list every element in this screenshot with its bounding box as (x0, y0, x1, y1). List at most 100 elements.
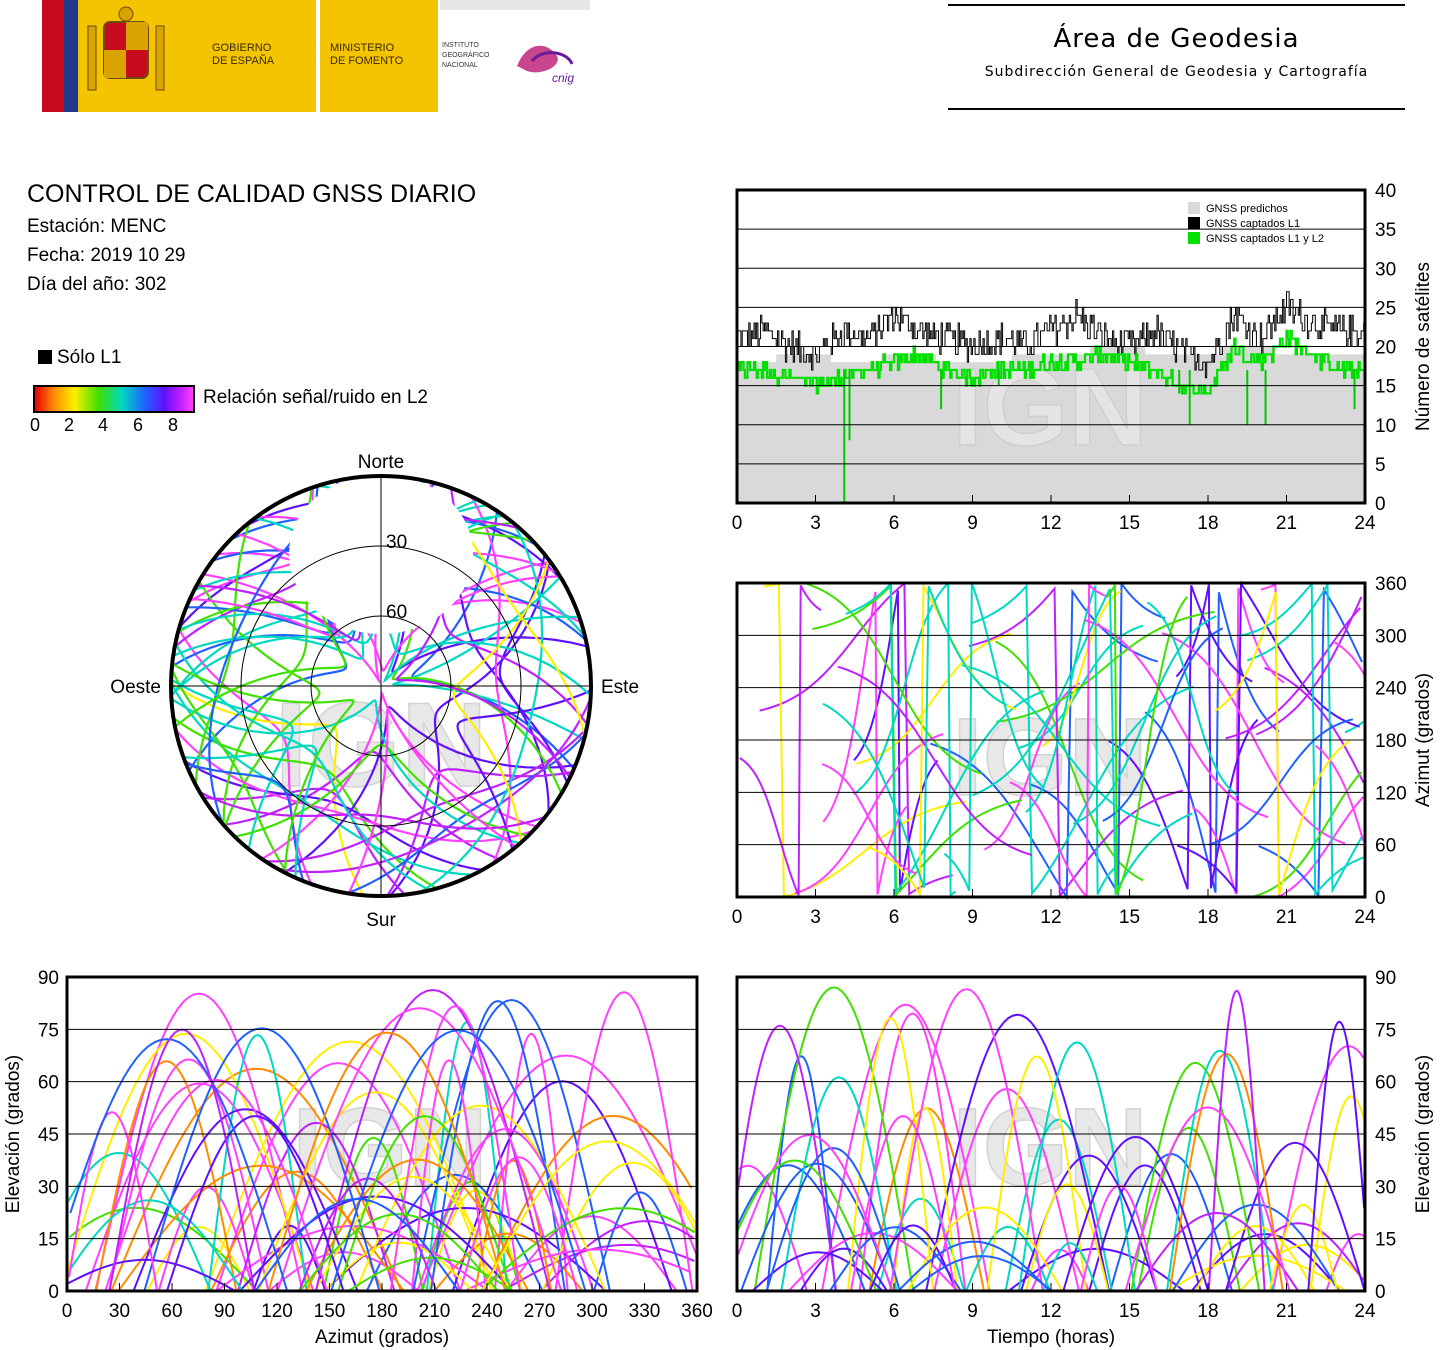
skyplot-track (260, 690, 538, 861)
report-title: CONTROL DE CALIDAD GNSS DIARIO (27, 180, 477, 208)
skyplot-track (170, 668, 290, 876)
elev-az-xtick-label: 120 (261, 1301, 293, 1322)
satellites-ytick-label: 30 (1375, 259, 1396, 280)
azimuth-track (1106, 584, 1189, 896)
elev-time-track (868, 1224, 958, 1292)
elev-time-xtick-label: 0 (732, 1301, 743, 1322)
area-header: Área de Geodesia Subdirección General de… (948, 0, 1405, 112)
label-south: Sur (366, 910, 396, 931)
elev-az-track (429, 999, 566, 1292)
header-bottom-rule (948, 108, 1405, 110)
elev-time-track (1165, 1049, 1274, 1292)
elev-time-ytick-label: 90 (1375, 968, 1396, 989)
elev-az-track (501, 1243, 695, 1292)
government-logo-banner: GOBIERNO DE ESPAÑA MINISTERIO DE FOMENTO… (42, 0, 590, 112)
satellites-ytick-label: 25 (1375, 298, 1396, 319)
elev-time-chart: IGN 0 15 30 45 60 75 90 0 3 6 9 12 15 18 21 24 Tiempo (ho… (732, 968, 1434, 1348)
elev-time-track (751, 1251, 884, 1292)
elev-time-track (858, 1012, 967, 1292)
label-north: Norte (358, 452, 404, 473)
azimuth-track (1025, 585, 1117, 895)
skyplot-track (456, 689, 593, 851)
elev-az-track (104, 1078, 328, 1292)
satellites-chart: IGN 0 5 10 15 20 25 30 35 40 0 3 6 9 12 15 18 21 24 Número … (732, 181, 1434, 534)
azimuth-track (1238, 581, 1364, 897)
elev-az-track (108, 1028, 256, 1292)
azimuth-track (1254, 771, 1363, 898)
satellites-ytick-label: 35 (1375, 220, 1396, 241)
elev-time-track (1017, 1041, 1136, 1292)
satellites-ytick-label: 10 (1375, 416, 1396, 437)
elev-az-track (236, 1121, 396, 1292)
elev-az-track (166, 1115, 345, 1292)
elev-az-track (540, 1220, 694, 1292)
satellites-legend: GNSS predichos GNSS captados L1 GNSS capta… (1188, 202, 1324, 245)
elev-az-ytick-label: 90 (38, 968, 59, 989)
azimuth-track (739, 584, 822, 896)
elev-az-track (276, 1007, 563, 1292)
satellites-xtick-label: 15 (1119, 513, 1140, 534)
elev-az-xtick-label: 30 (109, 1301, 130, 1322)
satellites-xtick-label: 24 (1354, 513, 1376, 534)
azimuth-track (1146, 601, 1239, 797)
satellites-xtick-label: 18 (1197, 513, 1218, 534)
elev-time-track (906, 1206, 1064, 1292)
elev-az-xtick-label: 210 (419, 1301, 451, 1322)
satellites-frame (735, 188, 1367, 505)
azimuth-track (1246, 581, 1364, 894)
skyplot-border (169, 474, 593, 898)
elev-az-xtick-label: 270 (524, 1301, 556, 1322)
series-l1-l2 (737, 329, 1367, 395)
skyplot-track (169, 681, 475, 876)
inst-line2: GEOGRÁFICO (442, 52, 490, 59)
azimuth-xtick-label: 0 (732, 907, 743, 928)
azimuth-track (1214, 592, 1351, 895)
gobierno-block: GOBIERNO DE ESPAÑA (78, 0, 316, 112)
elev-time-watermark: IGN (952, 1086, 1148, 1209)
skyplot-track (452, 558, 550, 844)
azimuth-track (812, 583, 1023, 898)
elev-az-track (68, 1199, 244, 1292)
elev-az-track (314, 1175, 512, 1292)
legend-entry: GNSS captados L1 y L2 (1206, 233, 1324, 245)
skyplot-track (419, 521, 544, 894)
gov-line2: DE ESPAÑA (212, 55, 275, 67)
azimuth-track (1208, 718, 1354, 846)
elev-az-track (459, 1156, 579, 1292)
azimuth-xtick-label: 24 (1354, 907, 1376, 928)
skyplot-track (174, 642, 431, 892)
elev-time-track (1224, 1141, 1366, 1292)
elev-az-track (305, 1158, 530, 1292)
elev-az-ytick-label: 0 (48, 1282, 59, 1303)
azimuth-track (972, 588, 1193, 897)
elev-time-track (1124, 1106, 1291, 1292)
elev-time-track (889, 988, 1044, 1292)
azimuth-frame (735, 581, 1367, 899)
elev-time-track (1167, 1254, 1347, 1292)
elev-az-track (95, 1060, 238, 1292)
elev-time-frame (735, 975, 1367, 1293)
azimuth-track (821, 763, 917, 875)
satellites-xtick-label: 6 (889, 513, 900, 534)
azimuth-xtick-label: 9 (967, 907, 978, 928)
azimuth-track (929, 588, 1159, 901)
elev-time-track (1194, 1225, 1316, 1292)
min-line1: MINISTERIO (330, 42, 395, 54)
elev-az-track (94, 992, 304, 1292)
elev-az-ytick-label: 60 (38, 1073, 59, 1094)
azimuth-track (794, 733, 944, 895)
azimuth-track (806, 583, 983, 775)
elev-az-ytick-label: 45 (38, 1125, 59, 1146)
azimuth-track (943, 582, 1046, 892)
azimuth-track (1175, 584, 1259, 889)
report-info: CONTROL DE CALIDAD GNSS DIARIO Estación:… (27, 180, 476, 296)
elev-az-track (108, 1058, 270, 1292)
skyplot-track (347, 708, 518, 895)
coat-of-arms-icon (87, 6, 165, 91)
snr-tick-0: 0 (30, 415, 41, 435)
azimuth-xtick-label: 15 (1119, 907, 1140, 928)
cnig-text: cnig (552, 71, 574, 85)
gov-line1: GOBIERNO (212, 42, 272, 54)
